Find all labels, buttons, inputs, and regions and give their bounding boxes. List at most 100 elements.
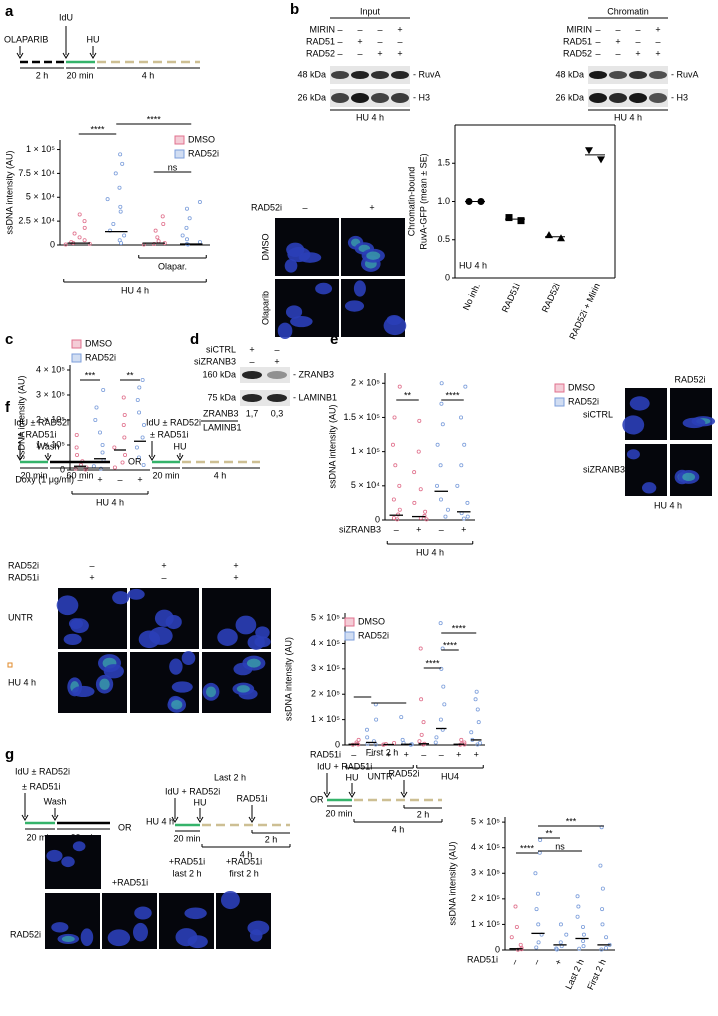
label: +RAD51i (169, 856, 205, 866)
panel-letter: g (5, 746, 14, 763)
label: 60 min (66, 470, 93, 480)
label: - H3 (671, 92, 688, 102)
label: HU 4 h (96, 497, 124, 507)
panel-letter: f (5, 399, 11, 416)
label: 1 × 10⁵ (311, 714, 340, 724)
label: – (439, 749, 444, 759)
micrograph (275, 218, 339, 276)
label: 3 × 10⁵ (36, 389, 65, 399)
arrow-head (400, 791, 408, 798)
label: – (439, 524, 444, 534)
label: 1.5 (437, 158, 450, 168)
label: + (357, 36, 362, 46)
label: HU 4 h (459, 260, 487, 270)
nucleus (641, 482, 657, 494)
label: 7.5 × 10⁴ (18, 168, 55, 178)
blot (588, 66, 668, 84)
label: 75 kDa (207, 392, 236, 402)
nucleus (46, 849, 63, 862)
data-point (123, 452, 128, 457)
label: 1.5 × 10⁵ (343, 412, 380, 422)
label: + (137, 474, 142, 484)
label: HU (174, 441, 187, 451)
label: RAD52i (540, 282, 562, 314)
label: siCTRL (583, 409, 613, 419)
label: + (233, 572, 238, 582)
label: + (161, 560, 166, 570)
band (371, 93, 389, 103)
data-point (598, 863, 603, 868)
label: RAD52i (388, 768, 419, 778)
data-point (400, 737, 405, 742)
nucleus (187, 935, 208, 949)
data-point (82, 238, 87, 243)
label: 1 × 10⁵ (351, 446, 380, 456)
data-point (118, 152, 123, 157)
label: – (351, 749, 356, 759)
data-point (105, 197, 110, 202)
band (589, 93, 607, 103)
nucleus (72, 841, 86, 852)
data-point (94, 405, 99, 410)
data-point (141, 422, 146, 427)
label: ± RAD51i (18, 429, 56, 439)
band (267, 394, 287, 402)
label: Wash (37, 441, 60, 451)
panel-letter: e (330, 331, 338, 348)
blot (240, 390, 290, 406)
nucleus (255, 626, 270, 639)
data-point (477, 198, 485, 205)
data-point (439, 401, 444, 406)
label: siZRANB3 (583, 464, 625, 474)
nucleus (287, 246, 311, 263)
data-point (197, 240, 202, 245)
micrograph (670, 388, 712, 440)
data-point (161, 221, 166, 226)
label: 20 min (173, 833, 200, 843)
arrow-head (44, 454, 52, 461)
label: – (595, 36, 600, 46)
band (609, 93, 627, 103)
data-point (473, 697, 478, 702)
data-point (393, 463, 398, 468)
label: RAD51i (236, 793, 267, 803)
data-point (461, 516, 466, 521)
label: **** (425, 658, 440, 668)
data-point (140, 377, 145, 382)
data-point (419, 697, 424, 702)
data-point (365, 735, 370, 740)
label: First 2 h (585, 958, 608, 992)
data-point (424, 517, 429, 522)
data-point (445, 507, 450, 512)
data-point (397, 507, 402, 512)
label: Last 2 h (214, 772, 246, 782)
label: MIRIN (310, 24, 336, 34)
label: – (337, 24, 342, 34)
micrograph (670, 444, 712, 496)
label: **** (520, 843, 535, 853)
data-point (433, 740, 438, 745)
data-point (465, 500, 470, 505)
label: 4 × 10⁵ (311, 638, 340, 648)
label: ssDNA intensity (AU) (283, 637, 293, 721)
nucleus (622, 415, 645, 435)
blot (330, 89, 410, 107)
label: RAD51 (306, 36, 335, 46)
label: + (404, 749, 409, 759)
data-point (514, 924, 519, 929)
label: 0 (375, 514, 380, 524)
arrow-head (176, 454, 184, 461)
arrow-head (196, 816, 204, 823)
label: 5 × 10⁴ (351, 480, 380, 490)
data-point (122, 435, 127, 440)
data-point (509, 935, 514, 940)
data-point (439, 666, 444, 671)
label: + (635, 48, 640, 58)
label: 20 min (66, 70, 93, 80)
label: 5 × 10⁵ (471, 816, 500, 826)
label: 2 × 10⁵ (471, 893, 500, 903)
label: last 2 h (172, 868, 201, 878)
label: HU 4 h (121, 285, 149, 295)
data-point (97, 430, 102, 435)
label: – (635, 24, 640, 34)
